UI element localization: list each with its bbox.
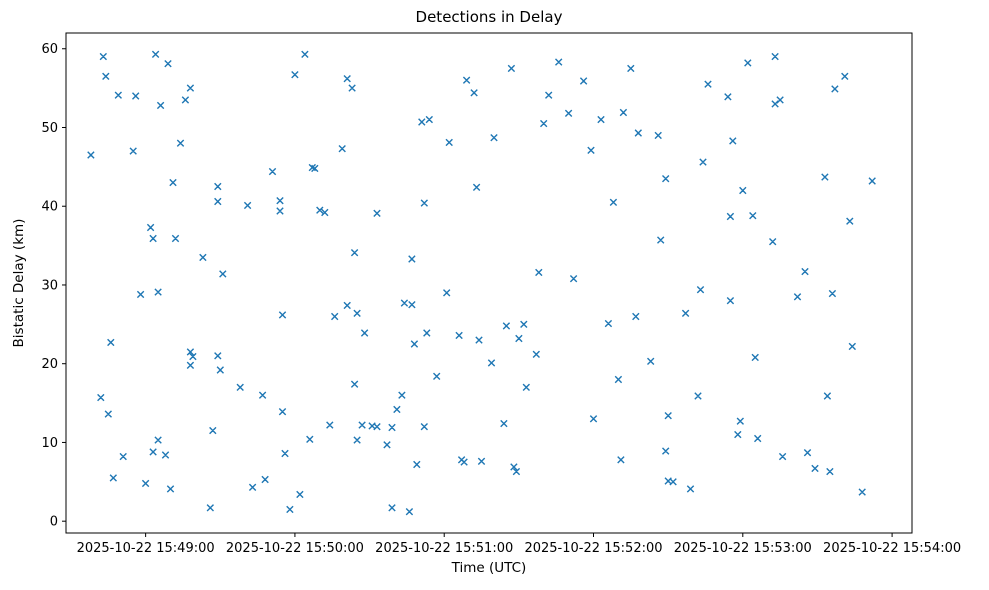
y-tick-label: 60	[41, 42, 58, 57]
x-tick-label: 2025-10-22 15:54:00	[823, 541, 961, 556]
x-axis-label: Time (UTC)	[451, 560, 527, 576]
y-tick-label: 30	[41, 278, 58, 293]
x-tick-label: 2025-10-22 15:52:00	[524, 541, 662, 556]
y-tick-label: 20	[41, 357, 58, 372]
chart-title: Detections in Delay	[415, 8, 563, 26]
y-tick-label: 10	[41, 436, 58, 451]
plot-border	[65, 32, 913, 534]
x-tick-label: 2025-10-22 15:51:00	[375, 541, 513, 556]
scatter-points	[87, 50, 876, 516]
x-tick-label: 2025-10-22 15:53:00	[674, 541, 812, 556]
y-tick-label: 40	[41, 200, 58, 215]
y-tick-label: 0	[50, 515, 58, 530]
y-axis-label: Bistatic Delay (km)	[11, 218, 27, 348]
x-tick-label: 2025-10-22 15:50:00	[226, 541, 364, 556]
x-tick-label: 2025-10-22 15:49:00	[77, 541, 215, 556]
y-tick-label: 50	[41, 121, 58, 136]
